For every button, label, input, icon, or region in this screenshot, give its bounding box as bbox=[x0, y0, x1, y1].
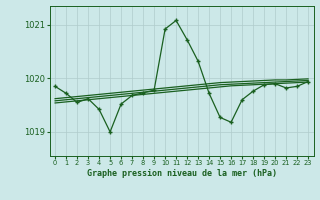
X-axis label: Graphe pression niveau de la mer (hPa): Graphe pression niveau de la mer (hPa) bbox=[87, 169, 276, 178]
